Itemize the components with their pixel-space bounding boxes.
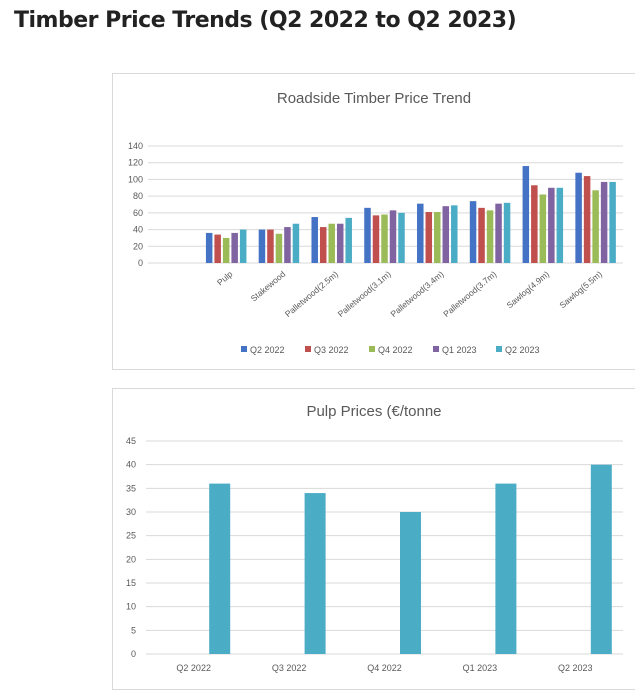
legend-swatch [241,346,247,352]
bar-q2-2023 [556,187,564,263]
bar-q2-2023 [345,217,352,263]
legend-swatch [433,346,439,352]
bar-q3-2022 [425,212,433,263]
bar-q4-2022 [434,212,441,263]
y-tick-label: 5 [131,625,136,635]
bar [400,512,421,654]
y-tick-label: 45 [126,436,136,446]
bar-q2-2022 [258,229,266,263]
y-tick-label: 60 [133,208,143,218]
legend-swatch [305,346,311,352]
legend-label: Q4 2022 [378,345,413,355]
bar-q4-2022 [222,237,230,263]
bar-q2-2023 [239,229,247,263]
y-tick-label: 20 [133,241,143,251]
legend-label: Q3 2022 [314,345,349,355]
y-tick-label: 25 [126,531,136,541]
legend-swatch [369,346,375,352]
bar-q4-2022 [592,190,599,263]
y-tick-label: 15 [126,578,136,588]
y-tick-label: 0 [131,649,136,659]
y-tick-label: 35 [126,483,136,493]
bar-q4-2022 [328,223,335,263]
bar-q3-2022 [478,207,485,263]
pulp-price-chart: Pulp Prices (€/tonne 0 5 10 15 20 25 30 35 40 45 Q… [112,388,635,690]
bar-q2-2022 [311,217,318,263]
bar-q1-2023 [495,203,502,263]
bar [495,483,517,654]
bar-q3-2022 [531,185,538,263]
bar-q1-2023 [336,223,344,263]
bar-q3-2022 [214,234,221,263]
x-tick-label: Palletwood(3.1m) [336,269,393,319]
bar-q4-2022 [275,233,283,263]
legend-label: Q2 2022 [250,345,285,355]
x-tick-label: Stakewood [249,269,288,304]
bar [590,464,612,654]
legend-label: Q2 2023 [505,345,540,355]
legend-label: Q1 2023 [442,345,477,355]
bar-q4-2022 [539,194,547,263]
bar-q2-2023 [398,212,405,263]
x-tick-label: Palletwood(2.5m) [283,269,340,319]
chart-title: Roadside Timber Price Trend [277,90,471,107]
legend-swatch [496,346,502,352]
pulp-price-chart-svg: Pulp Prices (€/tonne 0 5 10 15 20 25 30 35 40 45 Q… [126,403,623,673]
bar-q4-2022 [381,214,388,263]
bar-q2-2022 [205,232,213,263]
bar-q3-2022 [372,215,380,263]
y-tick-label: 40 [126,460,136,470]
page-title: Timber Price Trends (Q2 2022 to Q2 2023) [14,8,517,33]
bar-q2-2023 [292,223,300,263]
bar-q2-2023 [503,202,511,263]
y-tick-label: 80 [133,191,143,201]
bar-q2-2022 [364,207,371,263]
bar [304,493,326,654]
x-tick-label: Palletwood(3.4m) [388,269,445,319]
y-tick-label: 0 [138,258,143,268]
y-tick-label: 40 [133,225,143,235]
y-tick-label: 30 [126,507,136,517]
bar-q1-2023 [231,232,238,263]
roadside-price-chart-svg: Roadside Timber Price Trend 0 20 40 60 80 100… [128,90,623,355]
bar-q2-2023 [609,181,616,263]
x-tick-label: Pulp [215,269,235,288]
bar-q2-2023 [451,205,458,263]
bar-q1-2023 [548,187,555,263]
bar-q1-2023 [389,210,397,263]
bar-q1-2023 [442,206,450,263]
roadside-price-chart: Roadside Timber Price Trend 0 20 40 60 80 100… [112,73,635,370]
x-tick-label: Palletwood(3.7m) [441,269,498,319]
x-tick-label: Sawlog(4.9m) [505,269,552,310]
bar-q2-2022 [469,201,477,263]
y-tick-label: 10 [126,602,136,612]
x-tick-label: Q4 2022 [367,663,402,673]
bar-q3-2022 [583,176,591,263]
bar-q2-2022 [522,166,530,263]
x-tick-label: Q2 2022 [176,663,211,673]
x-tick-label: Q1 2023 [463,663,498,673]
bar-q4-2022 [486,210,494,263]
chart-title: Pulp Prices (€/tonne [306,403,441,420]
bar-q2-2022 [417,203,424,263]
bar [209,483,231,654]
x-tick-label: Q2 2023 [558,663,593,673]
x-tick-label: Sawlog(5.5m) [557,269,604,310]
x-tick-label: Q3 2022 [272,663,307,673]
y-tick-label: 120 [128,158,143,168]
bar-q3-2022 [267,229,274,263]
bar-q1-2023 [284,227,291,263]
y-tick-label: 20 [126,554,136,564]
y-tick-label: 140 [128,141,143,151]
bar-q3-2022 [319,227,327,263]
y-tick-label: 100 [128,174,143,184]
bar-q1-2023 [600,181,608,263]
bar-q2-2022 [575,172,582,263]
